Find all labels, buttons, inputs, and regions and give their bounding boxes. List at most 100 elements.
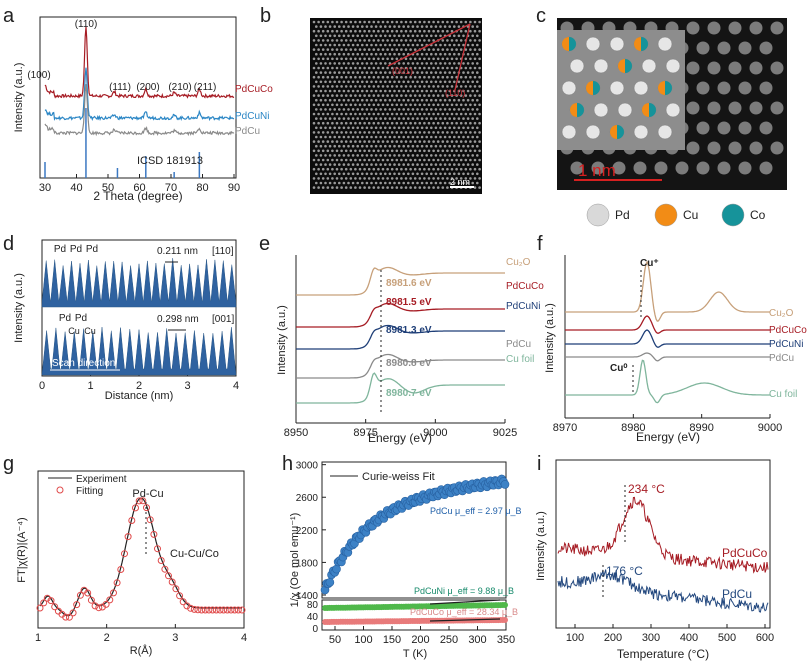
lattice-dot — [439, 172, 442, 176]
lattice-dot — [386, 158, 389, 162]
lattice-dot — [471, 34, 475, 38]
lattice-dot — [340, 158, 343, 162]
lattice-dot — [443, 126, 447, 130]
lattice-dot — [409, 186, 412, 189]
lattice-dot — [395, 94, 399, 97]
lattice-dot — [404, 177, 408, 180]
lattice-dot — [324, 154, 327, 157]
lattice-dot — [317, 177, 320, 180]
lattice-dot — [471, 135, 475, 139]
xanes-curve-PdCuCo — [296, 302, 505, 328]
lattice-dot — [411, 89, 415, 93]
lattice-dot — [462, 62, 465, 65]
lattice-dot — [354, 85, 357, 88]
lattice-dot — [459, 75, 463, 79]
lattice-dot — [367, 94, 371, 97]
lattice-dot — [324, 80, 327, 84]
ylabel-f: Intensity (a.u.) — [544, 303, 556, 373]
lattice-dot — [324, 163, 327, 166]
lattice-dot — [407, 172, 410, 176]
lattice-dot — [434, 25, 438, 28]
lattice-dot — [386, 29, 389, 33]
lattice-dot — [386, 66, 389, 70]
lattice-dot — [450, 48, 454, 51]
lattice-dot — [448, 62, 452, 65]
lattice-dot — [370, 181, 373, 185]
lattice-dot — [344, 39, 348, 42]
lattice-dot — [425, 25, 429, 28]
lattice-dot — [347, 98, 350, 102]
lattice-dot — [441, 131, 445, 134]
lattice-dot — [335, 167, 339, 171]
lattice-dot — [418, 112, 422, 116]
lattice-dot — [446, 66, 449, 70]
lattice-dot — [372, 131, 376, 134]
lattice-dot — [335, 121, 339, 125]
lattice-dot — [372, 75, 376, 79]
lattice-dot — [404, 167, 408, 171]
lattice-dot — [457, 154, 461, 157]
lattice-dot — [448, 144, 452, 148]
lattice-dot — [397, 52, 401, 56]
lattice-dot — [351, 117, 355, 120]
lattice-dot — [388, 181, 392, 185]
lattice-dot — [344, 20, 348, 24]
lattice-dot — [390, 167, 394, 171]
lattice-dot — [420, 34, 424, 38]
lattice-dot — [430, 126, 433, 130]
lattice-dot — [333, 181, 337, 185]
lattice-dot — [381, 48, 385, 51]
lattice-dot — [427, 158, 431, 162]
lattice-dot — [478, 85, 481, 88]
lattice-dot — [462, 154, 465, 157]
lattice-dot — [381, 94, 385, 97]
lattice-dot — [340, 85, 343, 88]
fitting-marker — [36, 604, 44, 612]
lattice-dot — [450, 177, 454, 180]
lattice-dot — [450, 112, 454, 116]
lattice-dot — [312, 94, 316, 97]
lattice-dot — [432, 66, 435, 70]
lattice-dot — [395, 20, 399, 24]
atom-blob — [728, 141, 742, 155]
lattice-dot — [388, 34, 392, 38]
peak-label: (110) — [75, 19, 98, 30]
lattice-dot — [347, 117, 350, 120]
lattice-dot — [446, 57, 449, 61]
lattice-dot — [349, 75, 353, 79]
lattice-dot — [453, 43, 456, 47]
lattice-dot — [436, 158, 440, 162]
lattice-dot — [436, 85, 440, 88]
lattice-dot — [321, 177, 325, 180]
lattice-dot — [397, 80, 401, 84]
ytick-label-h: 1800 — [296, 558, 319, 569]
lattice-dot — [402, 135, 406, 139]
lattice-dot — [338, 34, 341, 38]
lattice-dot — [340, 39, 343, 42]
lattice-dot — [418, 177, 422, 180]
fitting-marker — [87, 596, 95, 604]
lattice-dot — [423, 103, 426, 107]
series-label-PdCuCo: PdCuCo — [235, 84, 273, 95]
fitting-marker — [40, 599, 48, 607]
lattice-dot — [443, 144, 447, 148]
lattice-dot — [384, 89, 387, 93]
lattice-dot — [386, 94, 389, 97]
lattice-dot — [370, 71, 373, 74]
lattice-dot — [439, 52, 442, 56]
lattice-dot — [423, 94, 426, 97]
lattice-dot — [416, 25, 419, 28]
lattice-dot — [367, 48, 371, 51]
lattice-dot — [448, 52, 452, 56]
lattice-dot — [321, 186, 325, 189]
lattice-dot — [395, 149, 399, 153]
atom-blob — [696, 81, 710, 95]
lattice-dot — [413, 48, 417, 51]
lattice-dot — [441, 167, 445, 171]
lattice-dot — [409, 85, 412, 88]
ylabel-g: FT|χ(R)|(A⁻⁴) — [16, 517, 28, 582]
lattice-dot — [328, 172, 332, 176]
lattice-dot — [342, 80, 346, 84]
lattice-dot — [478, 29, 481, 33]
lattice-dot — [365, 34, 369, 38]
